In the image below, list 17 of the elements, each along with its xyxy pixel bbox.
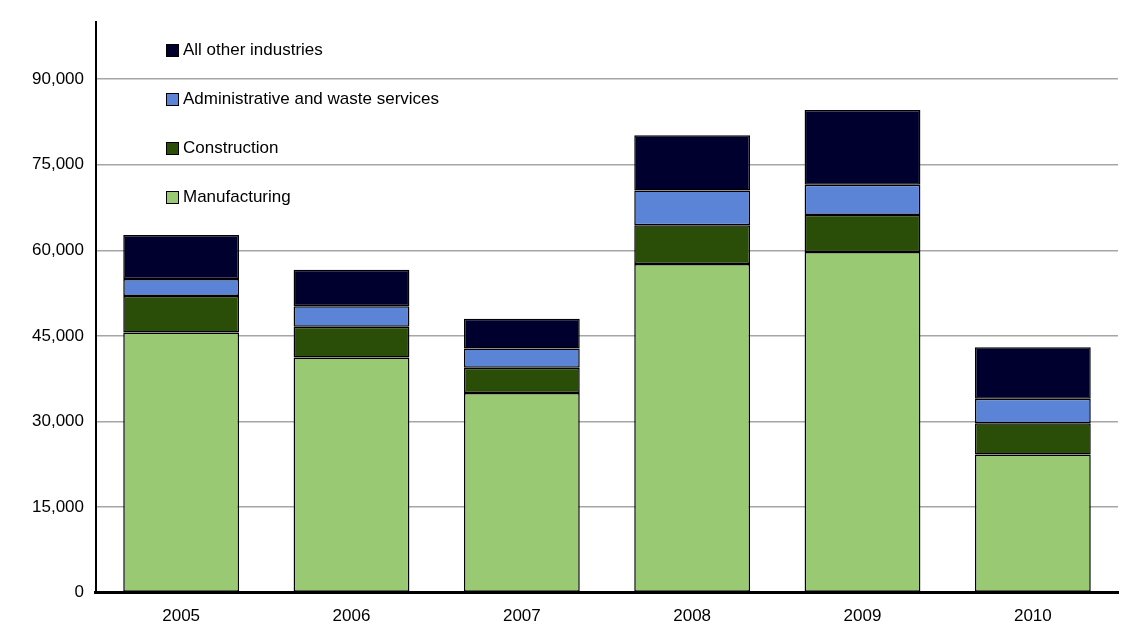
y-tick-label: 0 bbox=[74, 582, 84, 602]
legend-label: Administrative and waste services bbox=[182, 89, 440, 110]
legend-label: All other industries bbox=[182, 40, 323, 61]
y-tick-label: 90,000 bbox=[32, 68, 84, 88]
y-tick-label: 45,000 bbox=[32, 325, 84, 345]
x-tick-label: 2008 bbox=[673, 606, 712, 626]
y-tick-label: 60,000 bbox=[32, 240, 84, 260]
x-tick-label: 2010 bbox=[1013, 606, 1052, 626]
legend-label: Manufacturing bbox=[182, 187, 291, 208]
x-tick-label: 2006 bbox=[332, 606, 371, 626]
x-tick-label: 2007 bbox=[502, 606, 541, 626]
legend-label: Construction bbox=[182, 138, 279, 159]
y-tick-label: 75,000 bbox=[32, 154, 84, 174]
y-tick-label: 15,000 bbox=[32, 496, 84, 516]
x-tick-label: 2005 bbox=[162, 606, 201, 626]
y-tick-label: 30,000 bbox=[32, 411, 84, 431]
x-tick-label: 2009 bbox=[843, 606, 882, 626]
